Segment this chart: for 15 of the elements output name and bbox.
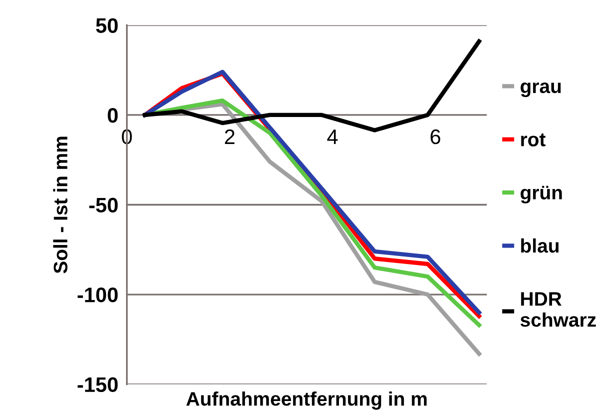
x-tick-label: 4 xyxy=(327,130,338,144)
y-tick-label: -50 xyxy=(89,198,118,213)
legend-label: rot xyxy=(521,133,546,146)
legend-label: grau xyxy=(520,82,561,98)
legend-label: blau xyxy=(521,238,559,253)
x-tick-label: 2 xyxy=(224,129,234,144)
y-tick-label: -100 xyxy=(78,288,118,302)
y-axis-title: Soll - Ist in mm xyxy=(53,136,68,274)
legend-label: grün xyxy=(520,186,562,204)
y-tick-label: 50 xyxy=(96,18,118,33)
x-axis-title: Aufnahmeentfernung in m xyxy=(186,391,427,410)
y-tick-label: -150 xyxy=(78,377,118,392)
legend-label: HDR schwarz xyxy=(520,292,596,327)
y-tick-label: 0 xyxy=(108,108,118,123)
x-tick-label: 6 xyxy=(430,129,440,144)
